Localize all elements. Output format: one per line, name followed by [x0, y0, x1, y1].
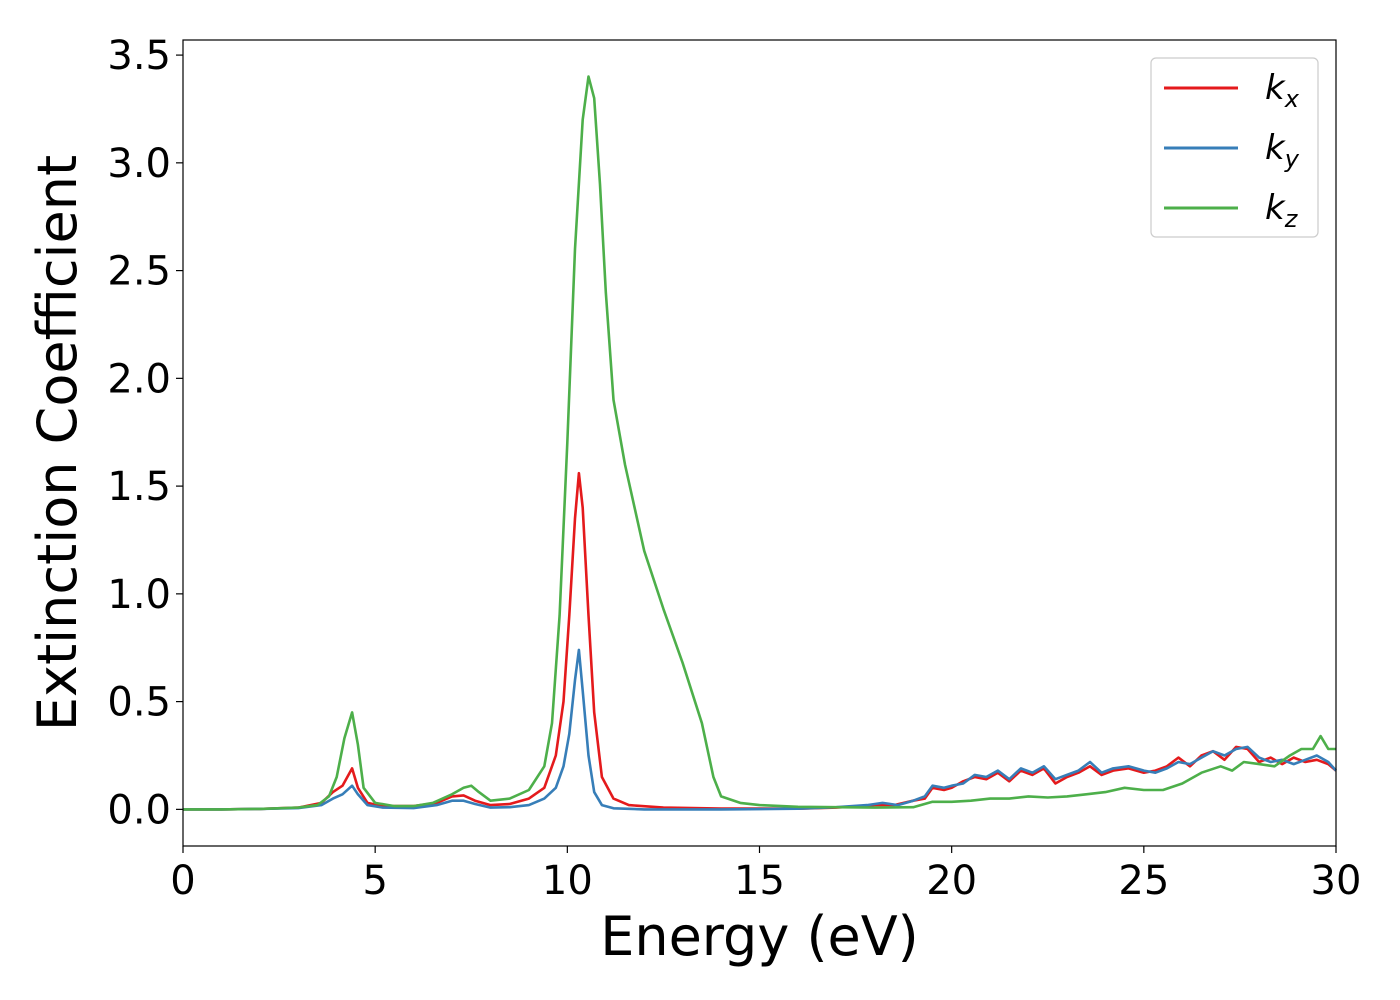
y-tick-label: 0.5	[107, 680, 171, 726]
x-tick-label: 5	[362, 858, 387, 904]
legend: kx ky kz	[1150, 57, 1319, 238]
y-tick-label: 1.0	[107, 572, 171, 618]
x-tick-label: 30	[1311, 858, 1362, 904]
y-tick-label: 2.5	[107, 249, 171, 295]
legend-label-y: ky	[1265, 128, 1300, 173]
y-tick-label: 3.0	[107, 141, 171, 187]
y-tick-label: 3.5	[107, 33, 171, 79]
y-axis-title: Extinction Coefficient	[26, 155, 89, 731]
legend-label-x: kx	[1265, 68, 1300, 113]
x-tick-label: 0	[170, 858, 195, 904]
x-tick-label: 10	[542, 858, 593, 904]
x-tick-label: 20	[926, 858, 977, 904]
series-line-y	[183, 648, 1337, 811]
y-tick-label: 1.5	[107, 464, 171, 510]
legend-label-z: kz	[1265, 188, 1299, 233]
x-tick-label: 15	[734, 858, 785, 904]
y-axis-ticks: 0.0 0.5 1.0 1.5 2.0 2.5 3.0 3.5	[107, 33, 183, 833]
x-axis-ticks: 0 5 10 15 20 25 30	[170, 846, 1361, 904]
y-tick-label: 2.0	[107, 356, 171, 402]
x-tick-label: 25	[1118, 858, 1169, 904]
x-axis-title: Energy (eV)	[600, 905, 919, 968]
series-line-z	[183, 75, 1336, 811]
series-layer	[183, 75, 1337, 811]
y-tick-label: 0.0	[107, 787, 171, 833]
